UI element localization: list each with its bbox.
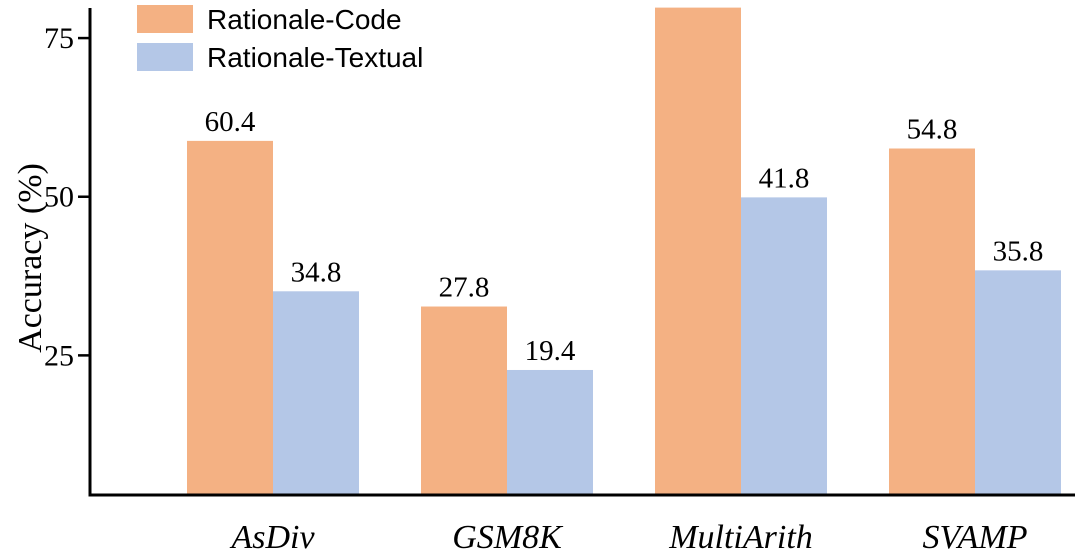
data-label: 54.8: [907, 114, 958, 146]
x-tick-label: SVAMP: [922, 519, 1027, 555]
data-label: 19.4: [525, 335, 576, 367]
legend-swatch-textual: [137, 43, 193, 71]
y-tick-label: 50: [44, 181, 74, 214]
data-label: 79.0: [673, 0, 724, 5]
data-label: 41.8: [759, 162, 810, 194]
bar-multiarith-textual: [741, 197, 827, 495]
y-axis-title: Accuracy (%): [12, 163, 49, 353]
bar-multiarith-code: [655, 7, 741, 495]
bar-asdiv-textual: [273, 291, 359, 495]
data-label: 35.8: [993, 235, 1044, 267]
legend-swatch-code: [137, 5, 193, 33]
bar-svamp-textual: [975, 270, 1061, 495]
legend: Rationale-Code Rationale-Textual: [137, 4, 423, 73]
axes-layer: AsDiv GSM8K MultiArith SVAMP 25 50 75: [44, 8, 1075, 555]
data-label: 34.8: [291, 256, 342, 288]
data-label: 60.4: [205, 106, 256, 138]
x-tick-label: AsDiv: [229, 519, 315, 555]
bars-layer: [187, 7, 1061, 495]
legend-label-textual: Rationale-Textual: [207, 42, 423, 73]
bar-gsm8k-code: [421, 306, 507, 495]
x-tick-label: MultiArith: [668, 519, 813, 555]
data-label: 27.8: [439, 272, 490, 304]
bar-svamp-code: [889, 148, 975, 495]
y-tick-label: 75: [44, 22, 74, 55]
y-tick-label: 25: [44, 339, 74, 372]
legend-label-code: Rationale-Code: [207, 4, 402, 35]
bar-asdiv-code: [187, 140, 273, 495]
x-tick-label: GSM8K: [452, 519, 564, 555]
bar-gsm8k-textual: [507, 369, 593, 495]
data-labels-layer: 60.4 34.8 27.8 19.4 79.0 41.8 54.8 35.8: [205, 0, 1044, 367]
